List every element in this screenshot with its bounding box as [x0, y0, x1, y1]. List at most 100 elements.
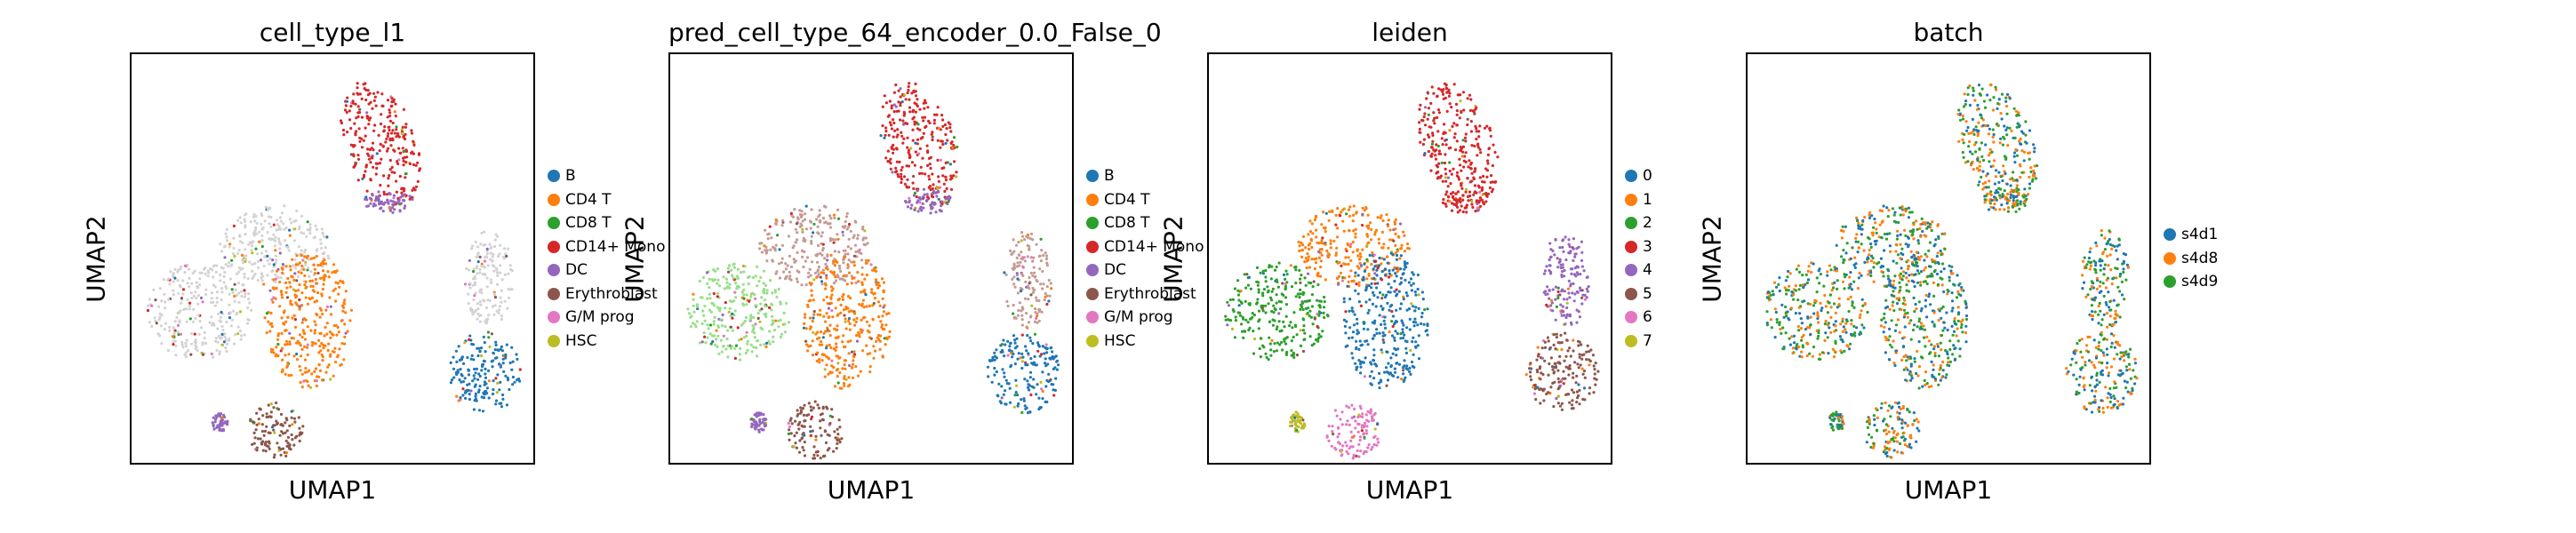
scatter-point [349, 308, 353, 312]
scatter-point [181, 292, 185, 296]
scatter-point [494, 340, 498, 344]
scatter-point [344, 104, 348, 107]
scatter-point [825, 274, 828, 277]
scatter-point [852, 254, 857, 258]
scatter-point [708, 308, 711, 312]
scatter-point [1359, 449, 1363, 453]
scatter-point [1437, 111, 1441, 115]
scatter-point [1349, 439, 1353, 442]
scatter-point [1341, 208, 1345, 211]
scatter-point [779, 318, 782, 322]
scatter-point [1408, 370, 1412, 373]
scatter-point [296, 274, 300, 279]
scatter-point [1234, 315, 1237, 319]
scatter-point [789, 265, 794, 268]
scatter-point [1292, 311, 1296, 314]
scatter-point [1542, 272, 1546, 275]
scatter-point [285, 429, 289, 433]
scatter-point [1029, 315, 1033, 319]
scatter-point [754, 322, 757, 326]
scatter-point [1580, 302, 1584, 306]
scatter-point [916, 201, 919, 204]
scatter-point [846, 266, 850, 270]
scatter-point [1561, 263, 1564, 266]
scatter-point [1398, 222, 1403, 226]
scatter-point [914, 150, 917, 154]
scatter-point [1396, 376, 1400, 379]
scatter-point [225, 349, 228, 354]
scatter-point [843, 255, 846, 259]
scatter-point [502, 247, 507, 251]
scatter-point [1373, 362, 1377, 366]
scatter-point [190, 332, 194, 336]
scatter-point [231, 252, 236, 256]
scatter-point [1551, 309, 1555, 313]
scatter-point [369, 100, 372, 104]
scatter-point [822, 271, 826, 275]
scatter-point [230, 288, 234, 291]
scatter-point [907, 148, 911, 152]
scatter-point [213, 420, 217, 424]
scatter-point [703, 305, 707, 308]
scatter-point [748, 299, 751, 303]
scatter-point [294, 296, 298, 299]
scatter-point [498, 388, 501, 392]
scatter-point [795, 277, 798, 281]
scatter-point [229, 264, 233, 267]
scatter-point [1449, 146, 1452, 149]
scatter-point [292, 288, 295, 291]
scatter-point [1410, 360, 1414, 364]
scatter-point [1246, 321, 1250, 324]
scatter-point [886, 160, 890, 163]
scatter-point [1429, 169, 1433, 172]
scatter-point [921, 115, 924, 119]
scatter-point [394, 102, 397, 106]
scatter-point [256, 259, 260, 263]
scatter-point [510, 269, 514, 273]
scatter-point [1268, 320, 1272, 323]
scatter-point [242, 261, 245, 265]
scatter-point [1422, 138, 1426, 141]
scatter-point [1555, 305, 1558, 308]
scatter-point [294, 289, 298, 292]
scatter-point [800, 249, 804, 252]
scatter-point [501, 357, 505, 361]
scatter-point [863, 277, 867, 281]
scatter-point [1424, 330, 1428, 333]
scatter-point [272, 406, 276, 410]
scatter-point [1548, 297, 1551, 300]
scatter-point [1453, 132, 1457, 136]
scatter-point [268, 330, 272, 333]
scatter-point [892, 121, 896, 125]
scatter-point [254, 247, 258, 251]
scatter-point [826, 259, 829, 262]
scatter-point [826, 326, 829, 330]
scatter-point [948, 178, 953, 181]
scatter-point [859, 370, 862, 373]
scatter-point [158, 312, 162, 315]
scatter-point [1031, 342, 1035, 346]
scatter-point [747, 282, 750, 286]
scatter-point [838, 266, 842, 270]
scatter-point [1430, 85, 1434, 89]
scatter-point [1356, 322, 1359, 325]
scatter-point [1020, 366, 1024, 370]
scatter-point [1339, 418, 1342, 421]
scatter-point [1342, 229, 1346, 233]
scatter-point [1388, 275, 1391, 279]
scatter-point [862, 236, 866, 240]
scatter-point [953, 160, 956, 163]
scatter-point [478, 300, 482, 304]
scatter-point [192, 294, 196, 298]
scatter-point [1441, 179, 1444, 183]
scatter-point [1361, 224, 1364, 227]
scatter-point [949, 130, 953, 133]
scatter-point [1013, 338, 1017, 342]
scatter-point [780, 332, 784, 336]
scatter-point [722, 275, 725, 279]
scatter-point [306, 228, 309, 232]
scatter-point [1487, 147, 1491, 151]
scatter-point [1358, 261, 1362, 265]
scatter-point [843, 362, 846, 367]
scatter-point [706, 323, 709, 327]
